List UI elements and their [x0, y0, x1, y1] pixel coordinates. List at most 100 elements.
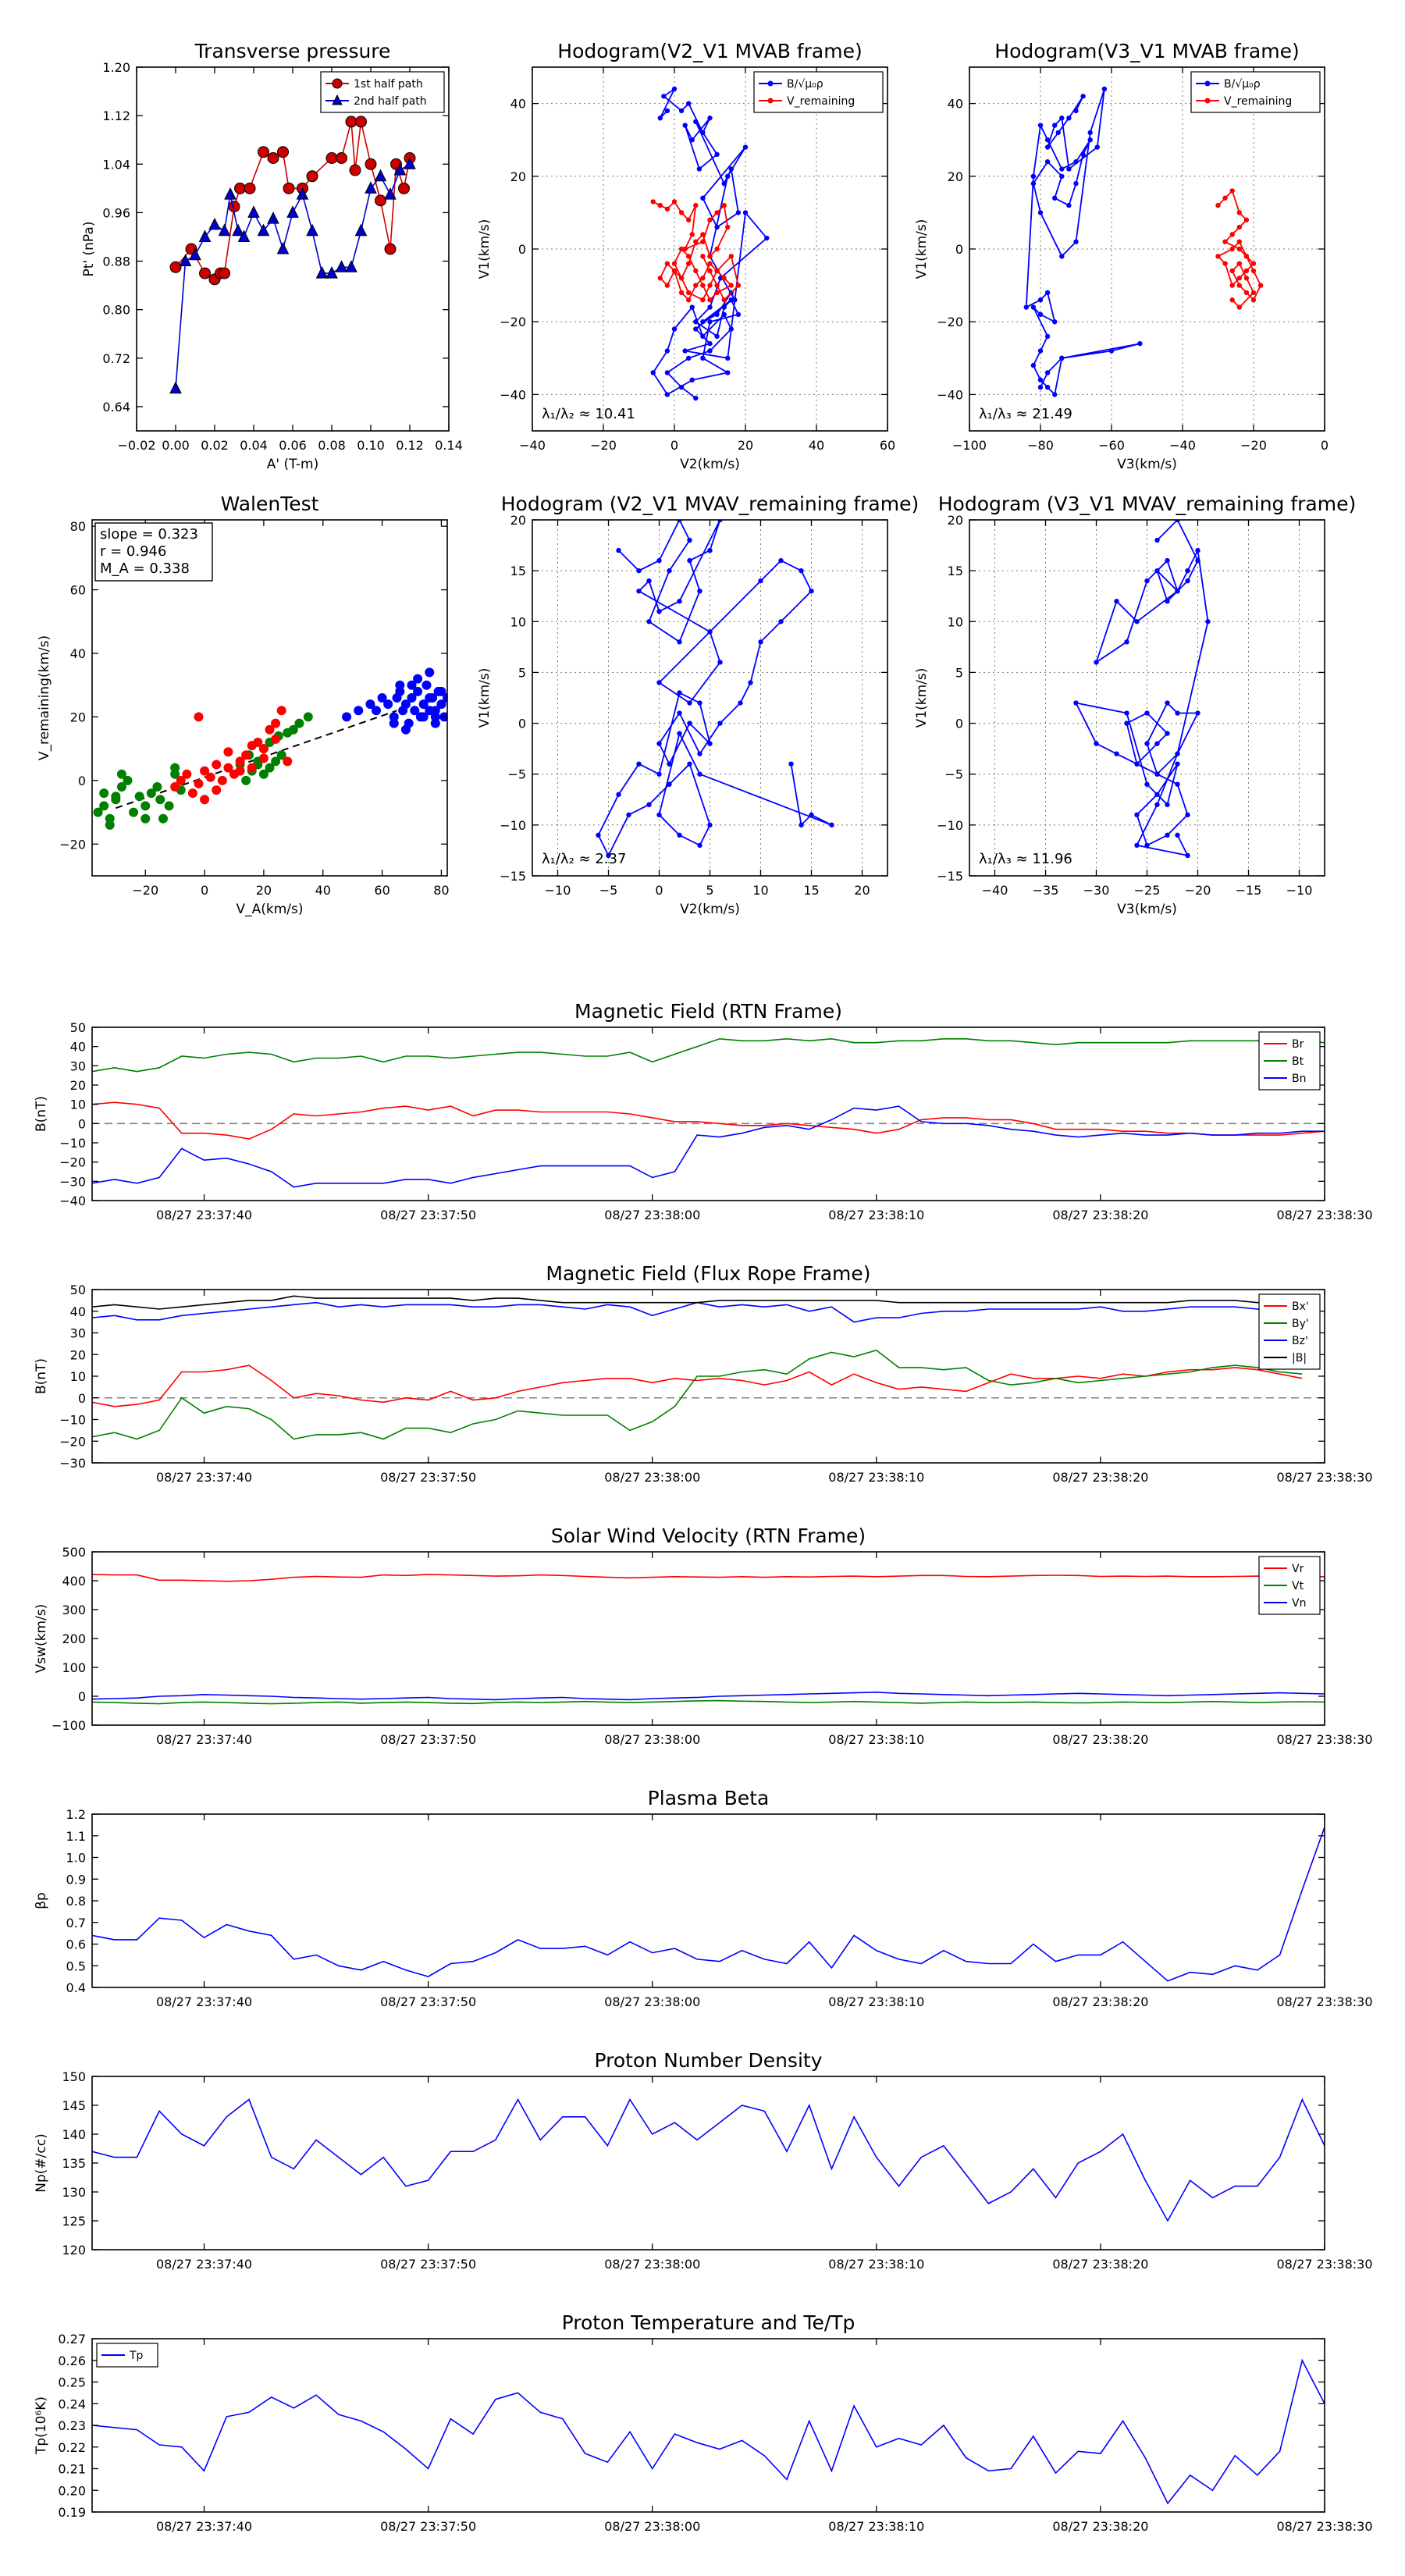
- data-point: [1175, 832, 1180, 838]
- legend-marker: [332, 94, 343, 105]
- data-point: [686, 254, 692, 259]
- y-axis-label: Vsw(km/s): [34, 1604, 49, 1674]
- chart-title: Magnetic Field (Flux Rope Frame): [546, 1262, 870, 1285]
- x-tick-label: 08/27 23:38:00: [604, 2519, 700, 2534]
- data-point: [1030, 362, 1037, 368]
- data-point: [398, 182, 410, 194]
- data-point: [687, 700, 692, 706]
- data-point: [656, 812, 662, 818]
- y-tick-label: −10: [59, 1413, 86, 1428]
- data-point: [1236, 283, 1243, 288]
- data-point: [1250, 297, 1257, 303]
- data-point: [146, 788, 156, 799]
- chart-12: 08/27 23:37:40 08/27 23:37:50 08/27 23:38:…: [34, 2311, 1373, 2534]
- data-point: [707, 283, 713, 288]
- y-tick-label: 0.64: [102, 400, 130, 415]
- data-point: [677, 599, 682, 604]
- data-point: [276, 241, 290, 254]
- data-point: [1243, 217, 1250, 222]
- data-point: [646, 578, 652, 584]
- data-point: [700, 254, 706, 259]
- data-point: [1073, 180, 1079, 187]
- x-tick-label: 08/27 23:37:40: [156, 1208, 252, 1222]
- data-point: [1030, 180, 1037, 187]
- x-tick-label: −20: [132, 883, 158, 898]
- data-point: [714, 210, 720, 215]
- x-axis-label: V3(km/s): [1117, 457, 1177, 472]
- data-point: [714, 290, 720, 296]
- data-point: [725, 370, 731, 375]
- series-np-line: [92, 2097, 1325, 2222]
- data-point: [1236, 304, 1243, 310]
- data-point: [725, 355, 731, 361]
- data-point: [1154, 537, 1160, 543]
- data-point: [707, 304, 713, 310]
- data-point: [1236, 210, 1243, 215]
- data-point: [728, 326, 734, 332]
- x-tick-label: −25: [1134, 883, 1161, 898]
- data-point: [155, 795, 165, 805]
- y-tick-label: 30: [70, 1059, 86, 1073]
- data-point: [686, 101, 692, 106]
- data-point: [1044, 137, 1051, 143]
- data-point: [1236, 276, 1243, 281]
- data-point: [1215, 254, 1221, 259]
- data-point: [657, 116, 663, 121]
- data-point: [267, 212, 279, 224]
- y-axis-label: V1(km/s): [477, 219, 493, 279]
- data-point: [294, 718, 304, 728]
- y-tick-label: 20: [948, 169, 963, 184]
- x-tick-label: 40: [809, 438, 824, 453]
- data-point: [111, 792, 121, 802]
- plot-area: [92, 1037, 1325, 1188]
- y-tick-label: 1.12: [102, 109, 130, 123]
- data-point: [678, 384, 685, 390]
- x-tick-label: 08/27 23:37:40: [156, 2519, 252, 2534]
- data-point: [742, 210, 749, 215]
- data-point: [1185, 812, 1190, 818]
- data-point: [355, 116, 367, 128]
- data-point: [1205, 619, 1211, 624]
- data-point: [1144, 781, 1150, 787]
- data-point: [697, 842, 702, 849]
- data-point: [697, 700, 702, 706]
- data-point: [219, 267, 230, 279]
- data-point: [696, 166, 702, 172]
- y-tick-label: 20: [510, 169, 526, 184]
- x-tick-label: 08/27 23:37:50: [380, 1732, 476, 1747]
- legend-label: Br: [1292, 1038, 1304, 1051]
- data-point: [686, 297, 692, 303]
- data-point: [169, 261, 182, 273]
- data-point: [198, 229, 212, 242]
- data-point: [671, 326, 678, 332]
- data-point: [636, 761, 642, 767]
- x-tick-label: 08/27 23:38:10: [828, 2257, 924, 2272]
- chart-6: −40 −35 −30 −25 −20 −15 −10 −15 −10 −5 0 5 10 15 20Hod…: [914, 493, 1356, 917]
- series-b--line: [652, 87, 768, 399]
- data-point: [179, 254, 192, 267]
- legend: Tp: [96, 2343, 158, 2368]
- x-tick-label: 0.10: [357, 438, 385, 453]
- plot-frame: [136, 66, 450, 432]
- x-axis-label: V2(km/s): [680, 457, 740, 472]
- data-point: [656, 609, 662, 614]
- data-point: [345, 260, 357, 272]
- y-axis-label: V1(km/s): [477, 668, 493, 728]
- data-point: [1144, 710, 1150, 716]
- data-point: [678, 276, 685, 281]
- data-point: [748, 680, 753, 685]
- data-point: [707, 261, 713, 266]
- data-point: [164, 801, 174, 811]
- y-tick-label: 60: [70, 583, 86, 598]
- legend-label: B/√μ₀ρ: [1224, 78, 1261, 91]
- data-point: [1059, 173, 1065, 179]
- data-point: [1154, 568, 1160, 574]
- data-point: [687, 537, 692, 543]
- data-point: [413, 674, 423, 684]
- y-tick-label: 400: [62, 1574, 86, 1589]
- data-point: [700, 319, 706, 325]
- data-point: [671, 261, 678, 266]
- data-point: [395, 680, 405, 690]
- data-point: [616, 792, 621, 797]
- data-point: [717, 660, 723, 665]
